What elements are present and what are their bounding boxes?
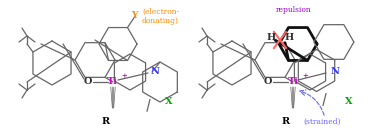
Text: Y: Y <box>131 12 137 21</box>
Text: +: + <box>302 72 308 80</box>
Text: N: N <box>331 67 339 76</box>
Text: donating): donating) <box>142 17 179 25</box>
Text: O: O <box>264 78 272 86</box>
Text: +: + <box>121 72 127 80</box>
Text: O: O <box>84 78 92 86</box>
Text: R: R <box>102 118 110 126</box>
Text: (strained): (strained) <box>303 118 341 126</box>
Text: repulsion: repulsion <box>276 6 312 14</box>
Text: (electron-: (electron- <box>142 8 179 16</box>
Text: Ti: Ti <box>107 78 118 86</box>
Text: X: X <box>165 98 173 106</box>
Text: Ti: Ti <box>288 78 299 86</box>
Text: X: X <box>345 98 353 106</box>
Text: N: N <box>150 67 160 76</box>
Text: H: H <box>266 33 276 41</box>
Text: R: R <box>282 118 290 126</box>
Text: H: H <box>284 33 294 41</box>
